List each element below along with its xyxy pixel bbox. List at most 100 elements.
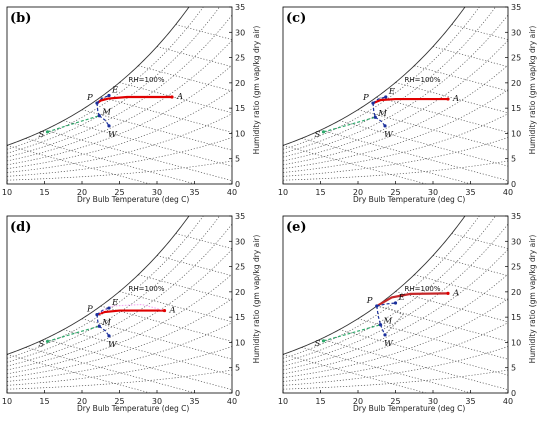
plot-area xyxy=(7,7,232,184)
rh-gridline xyxy=(283,40,508,162)
state-point-s xyxy=(45,339,50,344)
x-tick-label: 30 xyxy=(428,188,438,197)
wetbulb-gridline xyxy=(25,138,196,184)
y-tick-label: 30 xyxy=(235,237,245,246)
y-tick-label: 15 xyxy=(235,104,245,113)
x-tick-label: 30 xyxy=(152,188,162,197)
rh-gridline xyxy=(283,113,508,173)
wetbulb-gridline xyxy=(44,338,232,391)
process-line xyxy=(376,302,396,307)
wetbulb-gridline xyxy=(44,129,232,182)
y-axis-title: Humidity ratio (gm vap/kg dry air) xyxy=(528,26,537,155)
state-point-w xyxy=(107,334,111,338)
rh-gridline xyxy=(7,7,204,150)
x-tick-label: 10 xyxy=(2,188,12,197)
x-tick-label: 30 xyxy=(428,397,438,406)
process-line xyxy=(96,94,110,104)
y-tick-label: 35 xyxy=(511,3,521,12)
x-tick-label: 40 xyxy=(503,397,513,406)
wetbulb-gridline xyxy=(138,274,232,301)
wetbulb-gridline xyxy=(119,291,232,323)
x-tick-label: 25 xyxy=(390,397,400,406)
rh-gridline xyxy=(283,64,508,166)
wetbulb-gridline xyxy=(81,109,232,151)
rh-gridline xyxy=(283,7,496,154)
wetbulb-gridline xyxy=(119,82,232,114)
rh-gridline xyxy=(7,64,232,166)
state-point-p xyxy=(375,304,379,308)
wetbulb-gridline xyxy=(63,120,232,167)
y-axis-title: Humidity ratio (gm vap/kg dry air) xyxy=(252,26,261,155)
y-axis-title: Humidity ratio (gm vap/kg dry air) xyxy=(528,235,537,364)
x-tick-label: 40 xyxy=(227,188,237,197)
plot-area xyxy=(7,216,232,393)
y-tick-label: 10 xyxy=(511,129,521,138)
x-axis-title: Dry Bulb Temperature (deg C) xyxy=(353,404,465,413)
rh-gridline xyxy=(7,346,232,386)
rh-100-label: RH=100% xyxy=(129,285,165,293)
state-label: M xyxy=(101,108,111,118)
process-line xyxy=(98,115,110,127)
state-point-e xyxy=(393,301,398,305)
state-label: M xyxy=(377,109,387,119)
y-tick-label: 0 xyxy=(235,180,240,189)
x-axis-title: Dry Bulb Temperature (deg C) xyxy=(77,404,189,413)
process-line xyxy=(323,116,376,133)
y-tick-label: 10 xyxy=(511,338,521,347)
y-tick-label: 35 xyxy=(235,3,245,12)
wetbulb-gridline xyxy=(395,291,508,323)
state-point-e xyxy=(107,306,111,310)
rh-gridline xyxy=(7,40,232,162)
y-tick-label: 30 xyxy=(235,28,245,37)
y-tick-label: 10 xyxy=(235,129,245,138)
state-point-w xyxy=(383,333,387,337)
wetbulb-gridline xyxy=(7,145,151,184)
y-axis-title: Humidity ratio (gm vap/kg dry air) xyxy=(252,235,261,364)
y-tick-label: 20 xyxy=(235,79,245,88)
x-tick-label: 35 xyxy=(465,397,475,406)
wetbulb-gridline xyxy=(376,96,508,133)
x-tick-label: 20 xyxy=(77,188,87,197)
y-tick-label: 10 xyxy=(235,338,245,347)
state-point-a xyxy=(162,308,167,313)
rh-100-label: RH=100% xyxy=(405,76,441,84)
wetbulb-gridline xyxy=(301,347,472,393)
x-tick-label: 25 xyxy=(390,188,400,197)
y-tick-label: 35 xyxy=(511,212,521,221)
rh-gridline xyxy=(283,223,508,367)
process-line xyxy=(379,324,386,336)
wetbulb-gridline xyxy=(376,305,508,342)
state-label: W xyxy=(384,339,394,349)
wetbulb-gridline xyxy=(414,65,508,92)
rh-gridline xyxy=(283,346,508,386)
rh-gridline xyxy=(7,113,232,173)
saturation-curve xyxy=(7,7,190,146)
panel-label: (c) xyxy=(286,11,306,26)
rh-gridline xyxy=(7,249,232,371)
state-label: M xyxy=(101,318,111,328)
state-label: W xyxy=(384,130,394,140)
rh-100-label: RH=100% xyxy=(129,76,165,84)
wetbulb-gridline xyxy=(100,96,232,133)
wetbulb-gridline xyxy=(156,255,232,277)
x-tick-label: 40 xyxy=(503,188,513,197)
state-point-s xyxy=(45,130,50,134)
panel-label: (b) xyxy=(10,11,31,26)
y-tick-label: 5 xyxy=(511,364,516,373)
x-tick-label: 40 xyxy=(227,397,237,406)
x-tick-label: 20 xyxy=(353,188,363,197)
state-label: S xyxy=(315,130,321,140)
y-tick-label: 25 xyxy=(511,263,521,272)
state-label: E xyxy=(388,87,396,97)
y-tick-label: 30 xyxy=(511,28,521,37)
process-line xyxy=(96,314,100,327)
state-label: S xyxy=(39,130,45,140)
y-tick-label: 25 xyxy=(511,54,521,63)
wetbulb-gridline xyxy=(320,129,508,182)
state-point-m xyxy=(97,114,101,118)
x-axis-title: Dry Bulb Temperature (deg C) xyxy=(353,195,465,204)
rh-gridline xyxy=(7,273,232,375)
wetbulb-gridline xyxy=(414,274,508,301)
